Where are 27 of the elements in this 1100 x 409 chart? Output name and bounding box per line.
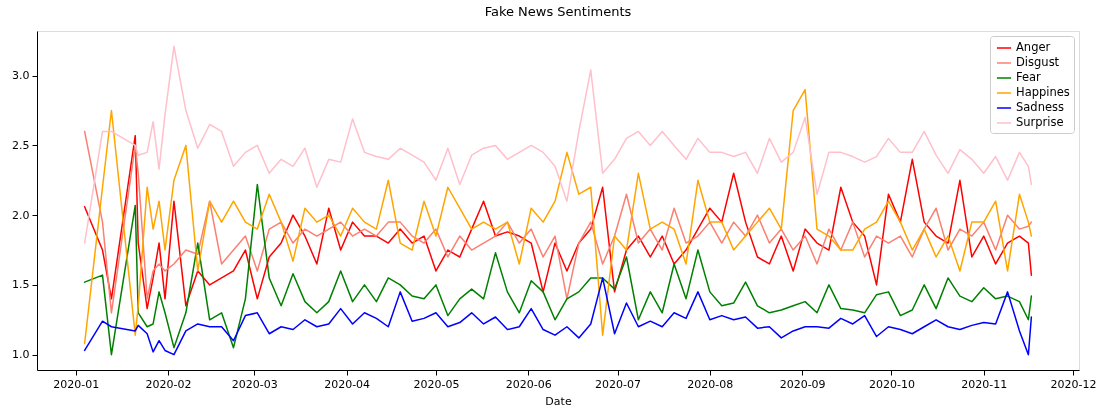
y-tick-label: 1.0: [12, 348, 30, 362]
x-axis-title: Date: [545, 394, 572, 408]
legend-label: Disgust: [1016, 55, 1060, 69]
x-tick-label: 2020-07: [595, 377, 642, 391]
line-series: [83, 183, 1033, 356]
y-tick-label: 3.0: [12, 69, 30, 83]
x-tick-label: 2020-05: [413, 377, 460, 391]
x-tick-label: 2020-06: [505, 377, 552, 391]
y-tick-label: 1.5: [12, 278, 30, 292]
legend-label: Surprise: [1016, 115, 1064, 129]
x-tick-label: 2020-09: [779, 377, 826, 391]
y-tick-label: 2.5: [12, 138, 30, 152]
legend-label: Anger: [1016, 40, 1051, 54]
x-tick-label: 2020-02: [145, 377, 192, 391]
line-series: [83, 277, 1033, 356]
x-tick-label: 2020-01: [53, 377, 100, 391]
legend-label: Sadness: [1016, 100, 1064, 114]
x-tick-label: 2020-12: [1050, 377, 1097, 391]
x-tick-label: 2020-11: [961, 377, 1008, 391]
chart-title: Fake News Sentiments: [484, 4, 632, 19]
legend-label: Happines: [1016, 85, 1070, 99]
x-tick-label: 2020-10: [868, 377, 915, 391]
x-tick-label: 2020-03: [231, 377, 278, 391]
x-tick-label: 2020-04: [324, 377, 371, 391]
x-tick-label: 2020-08: [687, 377, 734, 391]
legend-label: Fear: [1016, 70, 1042, 84]
y-tick-label: 2.0: [12, 208, 30, 222]
